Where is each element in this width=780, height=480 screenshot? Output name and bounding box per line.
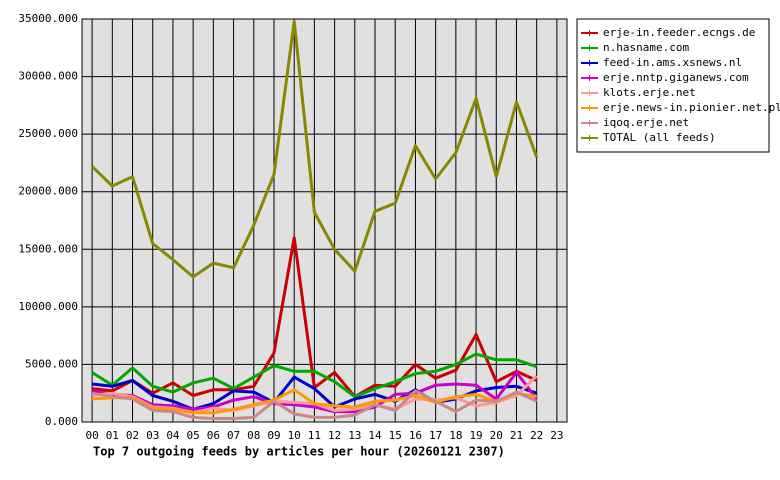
- x-tick-label: 22: [530, 429, 543, 442]
- x-tick-label: 07: [227, 429, 240, 442]
- legend-box: [576, 18, 770, 153]
- x-tick-label: 04: [166, 429, 180, 442]
- y-tick-label: 15000.000: [18, 242, 78, 255]
- x-tick-label: 19: [469, 429, 482, 442]
- series-line: [92, 388, 537, 415]
- y-tick-label: 10000.000: [18, 300, 78, 313]
- x-tick-label: 11: [308, 429, 321, 442]
- x-tick-label: 21: [510, 429, 523, 442]
- x-tick-label: 14: [368, 429, 382, 442]
- y-tick-label: 20000.000: [18, 185, 78, 198]
- x-tick-label: 12: [328, 429, 341, 442]
- x-tick-label: 01: [106, 429, 119, 442]
- x-tick-label: 00: [85, 429, 98, 442]
- x-tick-label: 16: [409, 429, 422, 442]
- legend-label: feed-in.ams.xsnews.nl: [603, 56, 742, 69]
- plot-area: [81, 18, 568, 423]
- x-tick-label: 03: [146, 429, 159, 442]
- x-tick-label: 08: [247, 429, 260, 442]
- legend-label: klots.erje.net: [603, 86, 696, 99]
- legend-label: TOTAL (all feeds): [603, 131, 716, 144]
- x-tick-label: 10: [288, 429, 301, 442]
- series-line: [91, 371, 538, 414]
- series-line: [91, 352, 538, 399]
- x-tick-label: 15: [389, 429, 402, 442]
- x-tick-label: 05: [187, 429, 200, 442]
- y-tick-label: 5000.000: [25, 357, 78, 370]
- x-tick-label: 18: [449, 429, 462, 442]
- x-tick-label: 20: [490, 429, 503, 442]
- y-tick-label: 0.000: [45, 415, 78, 428]
- legend-label: erje.nntp.giganews.com: [603, 71, 749, 84]
- series-line: [91, 19, 539, 279]
- x-tick-label: 06: [207, 429, 220, 442]
- legend-label: n.hasname.com: [603, 41, 689, 54]
- y-tick-label: 30000.000: [18, 70, 78, 83]
- chart-title: Top 7 outgoing feeds by articles per hou…: [93, 445, 505, 459]
- x-tick-label: 02: [126, 429, 139, 442]
- y-tick-label: 25000.000: [18, 127, 78, 140]
- legend-label: erje.news-in.pionier.net.pl: [603, 101, 780, 114]
- x-tick-label: 23: [550, 429, 563, 442]
- series-line: [91, 389, 538, 420]
- y-tick-label: 35000.000: [18, 12, 78, 25]
- x-tick-label: 09: [267, 429, 280, 442]
- x-tick-label: 13: [348, 429, 361, 442]
- x-tick-label: 17: [429, 429, 442, 442]
- legend-label: erje-in.feeder.ecngs.de: [603, 26, 755, 39]
- legend-label: iqoq.erje.net: [603, 116, 689, 129]
